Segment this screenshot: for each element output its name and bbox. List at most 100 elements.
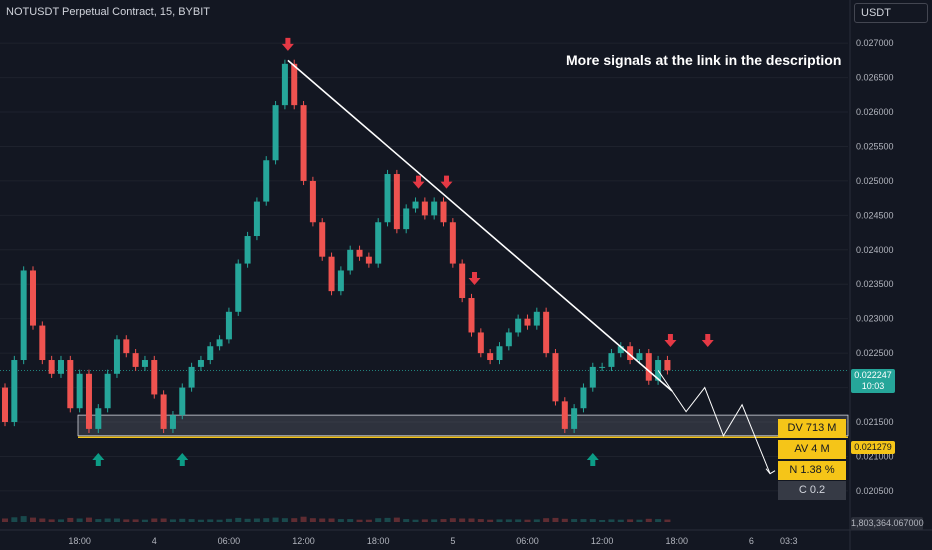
time-tick-label: 4 xyxy=(152,536,157,546)
volume-bar xyxy=(627,519,634,522)
volume-bar xyxy=(347,519,354,522)
volume-bar xyxy=(151,518,158,522)
volume-bar xyxy=(375,518,382,522)
volume-bar xyxy=(179,518,186,522)
volume-bar xyxy=(85,517,92,522)
candle-body xyxy=(543,311,550,354)
candle-body xyxy=(132,353,139,367)
current-price-tag: 0.022247 10:03 xyxy=(851,369,895,393)
volume-bar xyxy=(571,519,578,522)
price-tick-label: 0.024500 xyxy=(856,210,894,220)
candle-body xyxy=(160,394,167,429)
candle-body xyxy=(459,263,466,299)
price-tick-label: 0.027000 xyxy=(856,38,894,48)
candle-body xyxy=(85,373,92,429)
level-price-tag: 0.021279 xyxy=(851,441,895,454)
candle-body xyxy=(477,332,484,354)
price-axis[interactable]: 0.027000 0.026500 0.026000 0.025500 0.025000… xyxy=(849,0,894,550)
candle-body xyxy=(29,270,36,326)
price-tick-label: 0.025500 xyxy=(856,141,894,151)
volume-bar xyxy=(524,519,531,522)
stat-av: AV 4 M xyxy=(778,440,846,459)
candle-body xyxy=(235,263,242,312)
volume-bar xyxy=(552,517,559,522)
volume-bar xyxy=(356,519,363,522)
candle-body xyxy=(496,346,503,361)
time-tick-label: 18:00 xyxy=(665,536,688,546)
time-tick-label: 12:00 xyxy=(292,536,315,546)
drawings xyxy=(287,59,776,475)
candle-body xyxy=(291,63,298,106)
volume-bar xyxy=(67,517,74,522)
volume-bar xyxy=(412,519,419,522)
volume-bar xyxy=(244,518,251,522)
time-tick-label: 18:00 xyxy=(367,536,390,546)
candle-body xyxy=(365,256,372,264)
candle-body xyxy=(449,222,456,264)
candle-body xyxy=(403,208,410,230)
candle-body xyxy=(104,373,111,409)
volume-bar xyxy=(617,519,624,522)
candle-body xyxy=(375,222,382,264)
projection-path xyxy=(657,370,771,474)
down-arrow-icon xyxy=(412,175,425,189)
price-tick-label: 0.023500 xyxy=(856,279,894,289)
candle-body xyxy=(76,373,83,409)
candle-body xyxy=(347,249,354,271)
volume-bar xyxy=(272,517,279,522)
up-arrow-icon xyxy=(176,453,189,466)
candle-body xyxy=(188,366,195,388)
volume-bar xyxy=(365,519,372,522)
volume-bar xyxy=(393,517,400,522)
volume-bar xyxy=(440,519,447,522)
time-tick-label: 03:3 xyxy=(780,536,798,546)
candle-body xyxy=(580,387,587,409)
candle-body xyxy=(440,201,447,223)
volume-bar xyxy=(225,518,232,522)
volume-bar xyxy=(468,518,475,522)
volume-bar xyxy=(403,519,410,522)
stat-n: N 1.38 % xyxy=(778,461,846,480)
projection-arrowhead xyxy=(765,468,776,475)
volume-bar xyxy=(515,519,522,522)
candle-body xyxy=(617,346,624,354)
current-price-value: 0.022247 xyxy=(854,370,892,380)
volume-bar xyxy=(29,517,36,522)
candle-body xyxy=(244,236,251,264)
candle-body xyxy=(263,160,270,202)
down-arrow-icon xyxy=(440,175,453,189)
down-arrow-icon xyxy=(468,272,481,286)
time-tick-label: 5 xyxy=(450,536,455,546)
volume-bar xyxy=(2,518,8,522)
candle-body xyxy=(393,174,400,230)
price-tick-label: 0.026000 xyxy=(856,107,894,117)
volume-bar xyxy=(253,518,260,522)
time-tick-label: 06:00 xyxy=(218,536,241,546)
candle-body xyxy=(197,360,204,367)
candle-body xyxy=(608,353,615,367)
candle-body xyxy=(645,353,652,381)
volume-bar xyxy=(505,519,512,522)
candle-body xyxy=(505,332,512,347)
volume-bar xyxy=(599,520,606,522)
candle-body xyxy=(533,311,540,326)
up-arrow-icon xyxy=(586,453,599,466)
volume-bar xyxy=(20,516,27,522)
time-axis[interactable]: 18:00 4 06:00 12:00 18:00 5 06:00 12:00 18:00 6 03… xyxy=(0,529,932,546)
symbol-title[interactable]: NOTUSDT Perpetual Contract, 15, BYBIT xyxy=(6,6,210,18)
volume-bar xyxy=(496,519,503,522)
volume-bar xyxy=(169,519,176,522)
volume-bar xyxy=(123,519,130,522)
volume-bar xyxy=(608,519,615,522)
volume-bar xyxy=(487,519,494,522)
price-tick-label: 0.024000 xyxy=(856,245,894,255)
currency-selector[interactable]: USDT xyxy=(854,3,928,23)
trendline xyxy=(287,59,673,392)
down-arrow-icon xyxy=(701,334,714,348)
signal-arrows xyxy=(92,37,714,466)
volume-bar xyxy=(11,517,18,522)
candle-body xyxy=(113,339,120,374)
candle-body xyxy=(169,415,176,429)
candle-body xyxy=(123,339,130,354)
